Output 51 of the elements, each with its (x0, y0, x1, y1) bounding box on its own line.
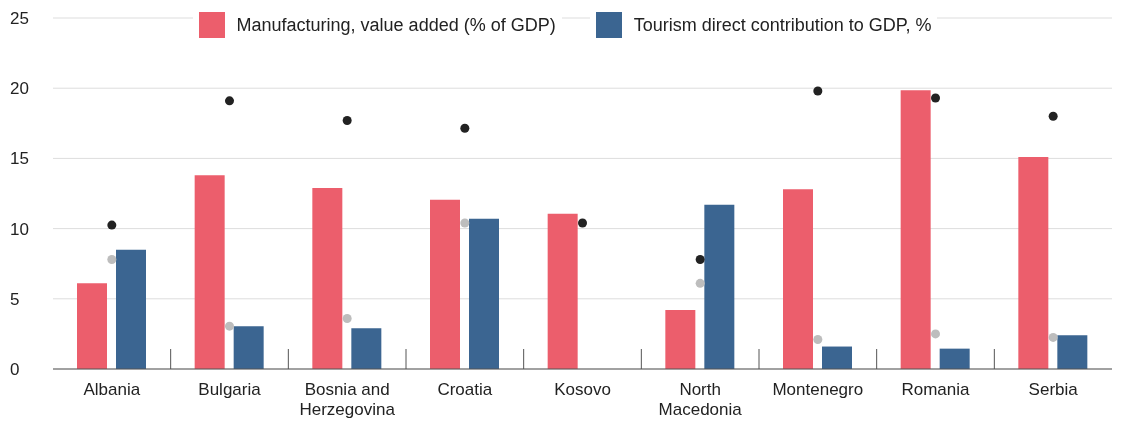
bar (116, 249, 146, 369)
bar (665, 310, 696, 369)
point (460, 123, 470, 133)
y-tick-label: 20 (10, 79, 29, 99)
point (930, 329, 941, 339)
y-tick-label: 10 (10, 219, 29, 239)
bar (704, 204, 735, 369)
x-tick-label: Bosnia and Herzegovina (299, 380, 396, 419)
point (1048, 111, 1058, 121)
x-tick-label: Romania (901, 380, 971, 399)
point (107, 254, 117, 264)
x-tick-label: Montenegro (772, 380, 864, 399)
x-tick-label: Croatia (437, 380, 493, 399)
bar (1057, 335, 1088, 369)
point (813, 86, 823, 96)
bar (312, 187, 343, 369)
legend-label: Tourism direct contribution to GDP, % (633, 14, 932, 36)
point (342, 313, 352, 323)
bar (233, 326, 264, 369)
bar (194, 175, 225, 369)
legend-label: Manufacturing, value added (% of GDP) (236, 14, 556, 36)
point (342, 115, 352, 125)
bar (351, 328, 382, 369)
y-tick-label: 15 (10, 149, 29, 169)
point (577, 218, 588, 228)
point (695, 278, 705, 288)
point (930, 93, 941, 103)
point (224, 321, 235, 331)
bar (783, 189, 813, 369)
point (1048, 332, 1058, 342)
bar (469, 218, 499, 369)
point (695, 254, 705, 264)
bar (547, 213, 578, 369)
x-tick-label: Albania (83, 380, 141, 399)
y-tick-label: 0 (10, 360, 20, 380)
point (224, 96, 235, 106)
x-tick-label: Bulgaria (198, 380, 262, 399)
y-tick-label: 5 (10, 289, 20, 309)
bar (1018, 157, 1049, 369)
point (460, 218, 470, 228)
bar (822, 346, 852, 369)
point (813, 335, 823, 345)
bar (430, 199, 460, 369)
bar (939, 348, 970, 369)
y-tick-label: 25 (10, 9, 29, 29)
x-tick-label: Kosovo (554, 380, 611, 399)
x-tick-label: Serbia (1028, 380, 1079, 399)
point (107, 220, 117, 230)
bar (900, 90, 931, 369)
bar (77, 283, 107, 369)
x-tick-label: North Macedonia (658, 380, 743, 419)
